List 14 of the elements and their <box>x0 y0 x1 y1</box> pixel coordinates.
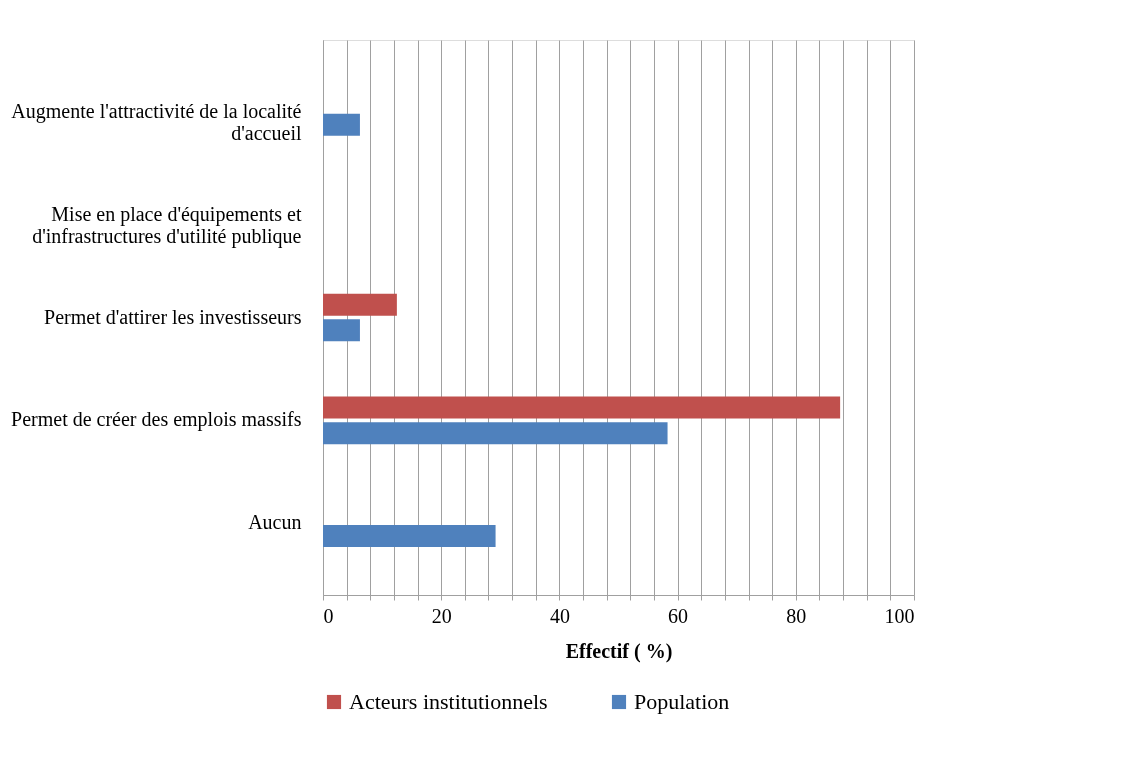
y-tick-label: Augmente l'attractivité de la localité d'accueil <box>11 99 302 144</box>
x-tick-label: 0 <box>323 604 334 627</box>
x-tick-label: 100 <box>884 604 915 627</box>
x-tick-label: 20 <box>431 604 452 627</box>
x-axis-title: Effectif ( %) <box>565 639 673 663</box>
y-tick-label: Permet de créer des emplois massifs <box>11 408 302 432</box>
y-tick-label: Permet d'attirer les investisseurs <box>44 305 302 328</box>
legend-label: Acteurs institutionnels <box>349 689 548 714</box>
y-tick-label: Mise en place d'équipements et d'infrastructures d'utilité publique <box>32 202 302 248</box>
x-tick-label: 80 <box>786 604 807 627</box>
x-tick-label: 60 <box>668 604 689 627</box>
x-tick-label: 40 <box>549 604 570 627</box>
y-tick-label: Aucun <box>248 511 302 534</box>
legend-label: Population <box>634 689 730 714</box>
